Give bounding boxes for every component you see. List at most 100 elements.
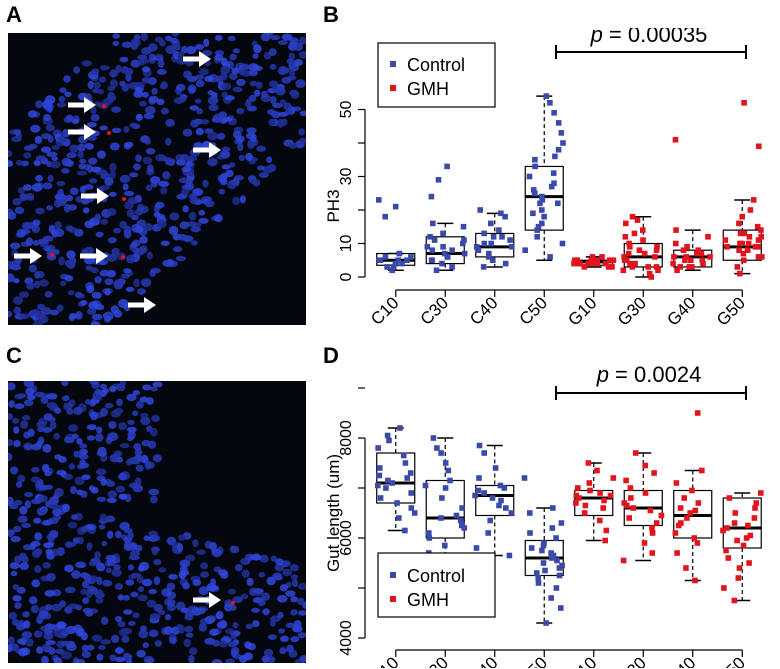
nucleus bbox=[142, 66, 151, 73]
data-point bbox=[404, 475, 410, 481]
ph3-spot bbox=[121, 255, 125, 259]
nucleus bbox=[80, 300, 88, 306]
data-point bbox=[641, 250, 648, 257]
nucleus bbox=[168, 225, 179, 235]
data-point bbox=[481, 490, 487, 496]
nucleus bbox=[30, 443, 42, 451]
nucleus bbox=[47, 517, 59, 525]
nucleus bbox=[165, 45, 176, 54]
nucleus bbox=[139, 236, 148, 244]
nucleus bbox=[214, 54, 224, 61]
nucleus bbox=[78, 453, 89, 460]
nucleus bbox=[107, 85, 116, 91]
nucleus bbox=[232, 48, 240, 54]
nucleus bbox=[239, 195, 246, 204]
nucleus bbox=[216, 621, 227, 629]
nucleus bbox=[155, 154, 166, 162]
data-point bbox=[642, 490, 649, 496]
nucleus bbox=[61, 627, 70, 637]
nucleus bbox=[62, 395, 70, 402]
nucleus bbox=[253, 588, 264, 594]
nucleus bbox=[94, 213, 102, 222]
data-point bbox=[622, 234, 629, 240]
x-tick-label-c10: C10 bbox=[367, 293, 402, 328]
nucleus bbox=[119, 443, 130, 449]
legend-control-label: Control bbox=[407, 566, 465, 586]
nucleus bbox=[34, 135, 43, 144]
data-point bbox=[551, 110, 557, 116]
nucleus bbox=[91, 166, 101, 173]
data-point bbox=[382, 254, 389, 260]
nucleus bbox=[99, 269, 110, 277]
nucleus bbox=[219, 640, 228, 648]
data-point bbox=[670, 260, 676, 267]
nucleus bbox=[193, 142, 204, 149]
data-point bbox=[490, 234, 497, 240]
data-point bbox=[496, 227, 502, 233]
data-point bbox=[377, 465, 383, 471]
nucleus bbox=[130, 241, 138, 248]
nucleus bbox=[81, 580, 90, 589]
nucleus bbox=[95, 433, 104, 442]
data-point bbox=[540, 560, 547, 566]
nucleus bbox=[127, 531, 134, 540]
nucleus bbox=[35, 207, 45, 215]
data-point bbox=[461, 250, 468, 257]
nucleus bbox=[133, 163, 141, 171]
nucleus bbox=[19, 562, 29, 571]
nucleus bbox=[98, 524, 106, 530]
nucleus bbox=[68, 399, 76, 407]
nucleus bbox=[293, 42, 303, 51]
nucleus bbox=[290, 90, 300, 99]
nucleus bbox=[121, 635, 130, 643]
nucleus bbox=[186, 155, 198, 162]
data-point bbox=[649, 525, 655, 531]
nucleus bbox=[143, 112, 155, 120]
nucleus bbox=[129, 122, 138, 128]
nucleus bbox=[83, 207, 90, 214]
nucleus bbox=[200, 571, 210, 578]
data-point bbox=[457, 517, 464, 524]
nucleus bbox=[17, 393, 27, 399]
nucleus bbox=[63, 473, 73, 480]
nucleus bbox=[19, 193, 28, 202]
data-point bbox=[684, 515, 690, 521]
nucleus bbox=[166, 536, 177, 546]
x-tick-label-g50: G50 bbox=[713, 653, 749, 668]
nucleus bbox=[218, 132, 226, 140]
nucleus bbox=[93, 81, 101, 89]
data-point bbox=[502, 260, 509, 267]
nucleus bbox=[59, 87, 67, 94]
nucleus bbox=[102, 579, 113, 587]
data-point bbox=[737, 230, 744, 237]
nucleus bbox=[169, 37, 179, 44]
x-tick-label-c50: C50 bbox=[516, 293, 551, 328]
nucleus bbox=[232, 130, 242, 139]
data-point bbox=[426, 530, 432, 536]
nucleus bbox=[230, 646, 240, 656]
data-point bbox=[744, 247, 751, 253]
data-point bbox=[442, 460, 449, 466]
nucleus bbox=[86, 122, 97, 128]
nucleus bbox=[241, 70, 252, 77]
nucleus bbox=[101, 540, 108, 547]
nucleus bbox=[137, 586, 144, 593]
nucleus bbox=[290, 564, 299, 572]
nucleus bbox=[118, 493, 128, 500]
nucleus bbox=[86, 285, 95, 294]
nucleus bbox=[100, 169, 108, 177]
nucleus bbox=[10, 535, 21, 543]
nucleus bbox=[44, 589, 56, 597]
data-point bbox=[408, 505, 415, 511]
nucleus bbox=[108, 191, 117, 197]
data-point bbox=[651, 470, 657, 476]
nucleus bbox=[183, 638, 191, 648]
nucleus bbox=[158, 567, 167, 573]
nucleus bbox=[61, 168, 70, 174]
nucleus bbox=[279, 584, 288, 592]
nucleus bbox=[150, 534, 161, 542]
nucleus bbox=[109, 142, 120, 151]
x-tick-label-c50: C50 bbox=[516, 653, 551, 668]
data-point bbox=[476, 442, 483, 449]
x-tick-label-g30: G30 bbox=[614, 653, 650, 668]
